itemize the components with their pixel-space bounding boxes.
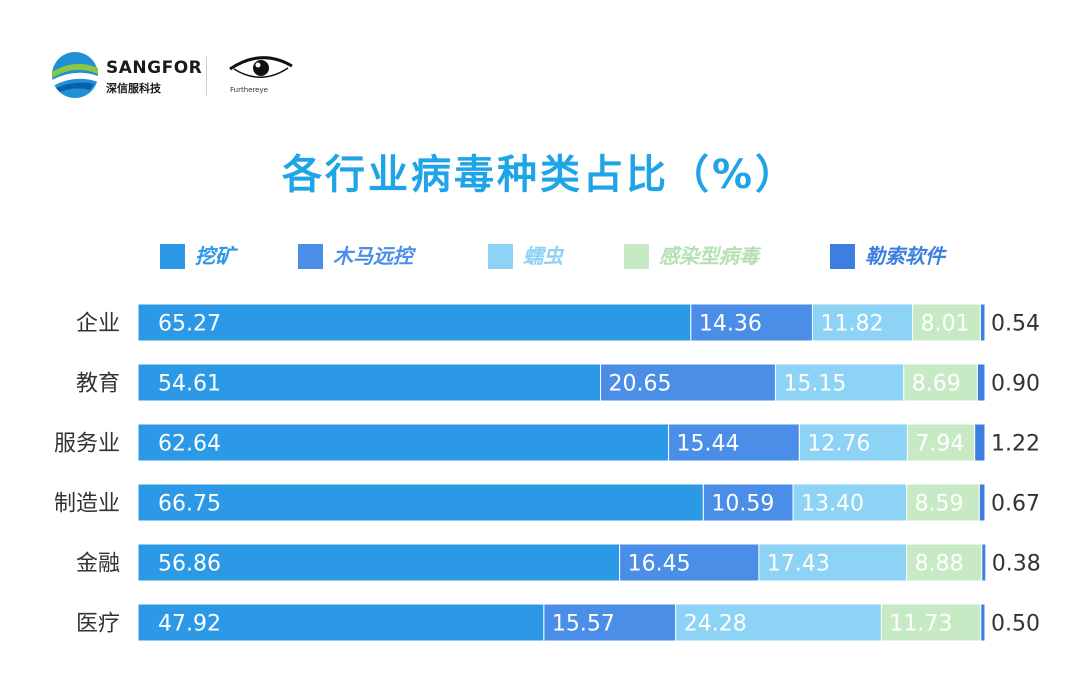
data-label-ransom: 0.90	[991, 372, 1040, 397]
legend-label-mining: 挖矿	[195, 244, 235, 268]
data-label-mining: 47.92	[158, 612, 221, 637]
data-label-ransom: 0.67	[991, 492, 1040, 517]
brand-name: SANGFOR	[106, 58, 203, 78]
bar-segment-mining	[137, 483, 704, 522]
bar-segment-mining	[137, 423, 670, 462]
bar-segment-worm	[675, 603, 882, 642]
bar-segment-mining	[137, 543, 621, 582]
data-label-mining: 54.61	[158, 372, 221, 397]
data-label-ransom: 0.50	[991, 612, 1040, 637]
bar-segment-trojan	[668, 423, 800, 462]
bar-segment-mining	[137, 363, 602, 402]
bar-segment-worm	[774, 363, 905, 402]
chart-title: 各行业病毒种类占比（%）	[281, 152, 799, 198]
bar-segment-worm	[792, 483, 908, 522]
data-label-worm: 24.28	[684, 612, 747, 637]
bar-segment-trojan	[690, 303, 813, 342]
legend-swatch-worm	[488, 244, 513, 269]
legend-label-worm: 蠕虫	[523, 244, 563, 268]
legend-swatch-trojan	[298, 244, 323, 269]
legend-swatch-ransom	[830, 244, 855, 269]
category-label: 金融	[76, 552, 120, 577]
bar-segment-infect	[906, 423, 976, 462]
bar-segment-ransom	[979, 303, 986, 342]
data-label-worm: 15.15	[783, 372, 846, 397]
data-label-mining: 65.27	[158, 312, 221, 337]
bar-segment-trojan	[600, 363, 776, 402]
data-label-trojan: 20.65	[609, 372, 672, 397]
legend-label-trojan: 木马远控	[333, 244, 413, 268]
data-label-mining: 62.64	[158, 432, 221, 457]
data-label-mining: 66.75	[158, 492, 221, 517]
data-label-infect: 8.59	[915, 492, 964, 517]
brand-subtitle: 深信服科技	[106, 82, 161, 95]
legend-label-ransom: 勒索软件	[865, 244, 945, 268]
logo-divider	[206, 56, 207, 96]
data-label-ransom: 0.54	[991, 312, 1040, 337]
logo-area: SANGFOR 深信服科技 Furthereye	[50, 50, 310, 100]
category-label: 医疗	[76, 612, 120, 637]
data-label-worm: 11.82	[820, 312, 883, 337]
bar-segment-trojan	[702, 483, 794, 522]
sangfor-logo-icon	[52, 52, 98, 98]
bar-segment-worm	[811, 303, 914, 342]
category-label: 教育	[76, 372, 120, 397]
data-label-ransom: 1.22	[991, 432, 1040, 457]
category-label: 企业	[76, 312, 120, 337]
data-label-infect: 7.94	[915, 432, 964, 457]
bar-segment-mining	[137, 303, 692, 342]
bar-segment-infect	[906, 543, 983, 582]
data-label-trojan: 10.59	[711, 492, 774, 517]
bar-segment-infect	[880, 603, 982, 642]
legend-label-infect: 感染型病毒	[659, 244, 759, 268]
category-label: 制造业	[54, 492, 120, 517]
bar-segment-ransom	[981, 543, 987, 582]
data-label-infect: 8.88	[915, 552, 964, 577]
legend-swatch-mining	[160, 244, 185, 269]
data-label-worm: 13.40	[801, 492, 864, 517]
legend-swatch-infect	[624, 244, 649, 269]
data-label-trojan: 15.57	[552, 612, 615, 637]
bar-segment-worm	[758, 543, 908, 582]
data-label-trojan: 16.45	[628, 552, 691, 577]
bar-segment-ransom	[978, 483, 986, 522]
data-label-infect: 11.73	[889, 612, 952, 637]
data-label-mining: 56.86	[158, 552, 221, 577]
data-label-trojan: 14.36	[699, 312, 762, 337]
data-label-worm: 17.43	[767, 552, 830, 577]
data-label-worm: 12.76	[807, 432, 870, 457]
eye-logo-subtitle: Furthereye	[230, 86, 268, 94]
bar-segment-ransom	[976, 363, 986, 402]
bar-segment-infect	[903, 363, 978, 402]
data-label-trojan: 15.44	[677, 432, 740, 457]
category-label: 服务业	[54, 432, 120, 457]
bar-segment-trojan	[543, 603, 677, 642]
data-label-infect: 8.69	[912, 372, 961, 397]
bar-segment-ransom	[980, 603, 986, 642]
bar-segment-ransom	[974, 423, 986, 462]
eye-logo-icon	[229, 56, 293, 78]
data-label-ransom: 0.38	[992, 552, 1041, 577]
data-label-infect: 8.01	[921, 312, 970, 337]
